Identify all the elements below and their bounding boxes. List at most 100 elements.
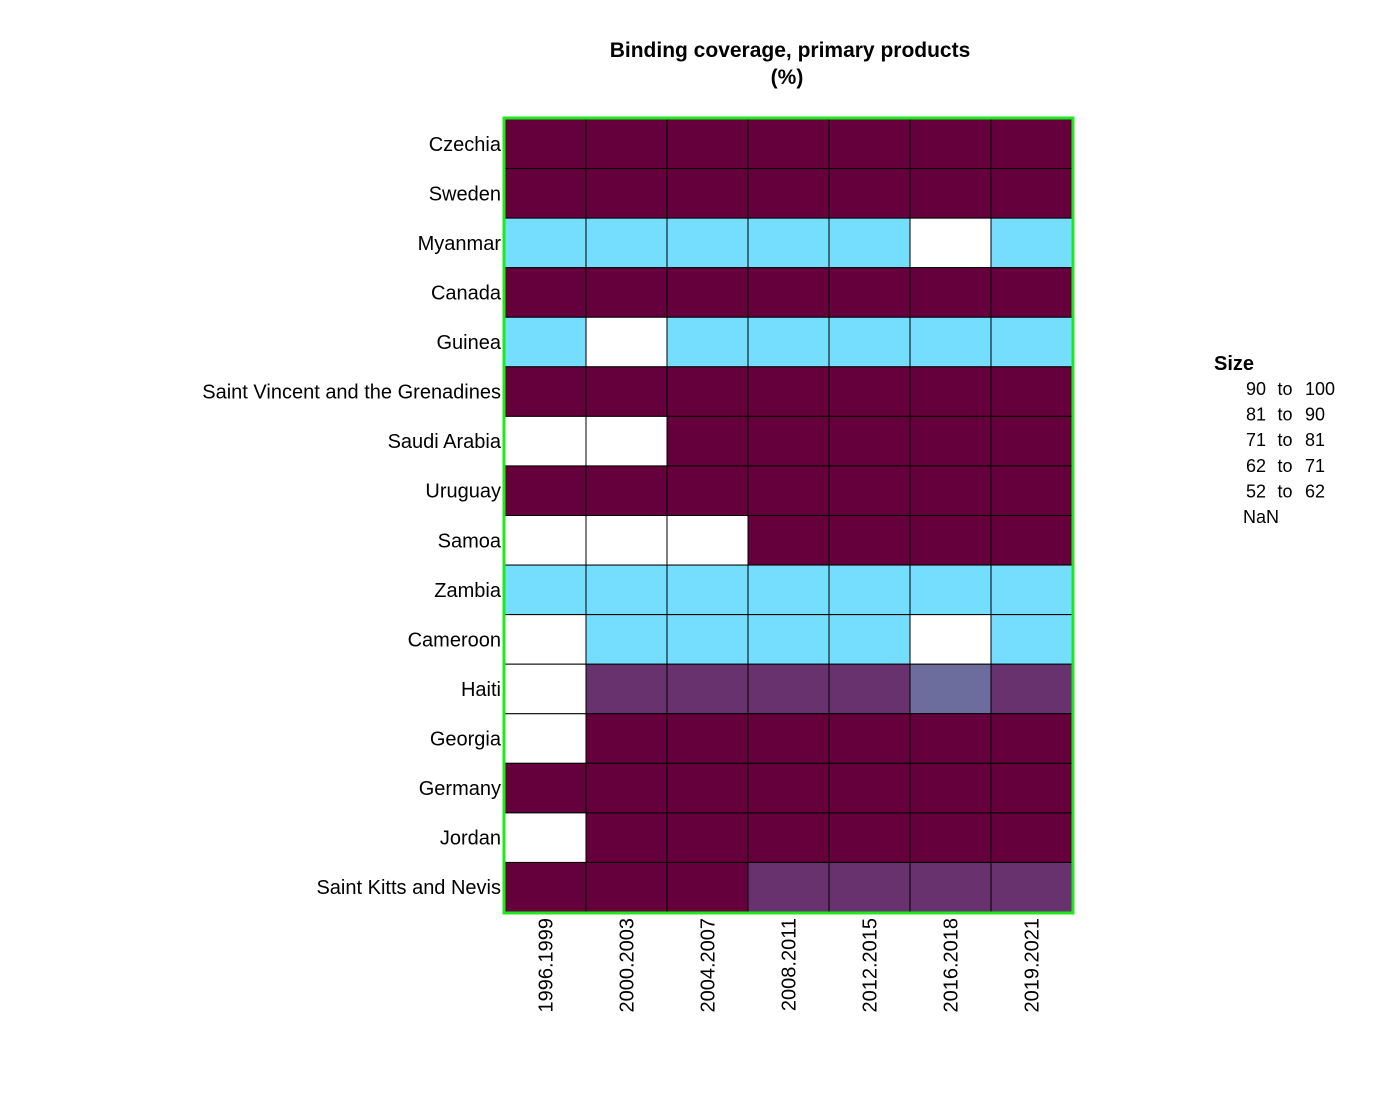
heatmap-cell-czechia-2008-2011 (747, 118, 830, 170)
heatmap-cell-germany-2004-2007 (666, 762, 749, 814)
row-label: Canada (431, 282, 502, 304)
heatmap-cell-guinea-1996-1999 (504, 316, 587, 368)
heatmap-cell-saint-kitts-and-nevis-2012-2015 (828, 861, 911, 913)
heatmap-cell-samoa-2019-2021 (990, 515, 1073, 566)
heatmap-cell-saint-vincent-and-the-grenadines-1996-1999 (504, 366, 587, 417)
heatmap-cell-georgia-2012-2015 (828, 713, 911, 764)
heatmap-cell-saint-vincent-and-the-grenadines-2004-2007 (666, 366, 749, 417)
heatmap-cell-haiti-1996-1999 (504, 663, 587, 715)
heatmap-cell-canada-2004-2007 (666, 267, 749, 318)
heatmap-cell-saint-vincent-and-the-grenadines-2000-2003 (585, 366, 668, 417)
heatmap-cell-canada-1996-1999 (504, 267, 587, 318)
heatmap-cell-germany-2019-2021 (990, 762, 1073, 814)
chart-subtitle: (%) (771, 66, 804, 89)
legend-separator: to (1277, 405, 1292, 425)
heatmap-cell-czechia-1996-1999 (504, 118, 587, 170)
heatmap-cell-zambia-2019-2021 (990, 564, 1073, 616)
heatmap-cell-germany-2000-2003 (585, 762, 668, 814)
row-label: Saint Kitts and Nevis (316, 877, 501, 899)
heatmap-cell-haiti-2012-2015 (828, 663, 911, 715)
row-label: Saudi Arabia (388, 431, 502, 453)
heatmap-cell-zambia-2016-2018 (909, 564, 992, 616)
row-label: Zambia (434, 580, 502, 602)
legend-bin-from: 81 (1246, 405, 1266, 425)
heatmap-cell-uruguay-2008-2011 (747, 465, 830, 516)
legend-separator: to (1277, 430, 1292, 450)
heatmap-cell-czechia-2016-2018 (909, 118, 992, 170)
legend-title: Size (1214, 353, 1254, 375)
heatmap-cell-myanmar-2008-2011 (747, 217, 830, 269)
heatmap-cell-saudi-arabia-2016-2018 (909, 415, 992, 467)
heatmap-cell-saint-kitts-and-nevis-2004-2007 (666, 861, 749, 913)
heatmap-cell-germany-1996-1999 (504, 762, 587, 814)
legend-bin-from: 71 (1246, 430, 1266, 450)
column-label: 2000.2003 (617, 918, 639, 1013)
heatmap-cell-saint-vincent-and-the-grenadines-2008-2011 (747, 366, 830, 417)
heatmap-cell-samoa-2000-2003 (585, 515, 668, 566)
heatmap-cell-sweden-2000-2003 (585, 168, 668, 219)
heatmap-cell-uruguay-2016-2018 (909, 465, 992, 516)
heatmap-cell-germany-2008-2011 (747, 762, 830, 814)
heatmap-cell-sweden-2012-2015 (828, 168, 911, 219)
heatmap-cell-saint-kitts-and-nevis-2000-2003 (585, 861, 668, 913)
heatmap-cell-haiti-2019-2021 (990, 663, 1073, 715)
column-label: 2008.2011 (779, 918, 801, 1011)
row-label: Guinea (437, 332, 502, 354)
column-label: 2016.2018 (941, 918, 963, 1013)
heatmap-cell-guinea-2000-2003 (585, 316, 668, 368)
heatmap-cell-samoa-2012-2015 (828, 515, 911, 566)
row-label: Haiti (461, 679, 501, 701)
heatmap-cell-saudi-arabia-2012-2015 (828, 415, 911, 467)
heatmap-cell-jordan-2012-2015 (828, 812, 911, 863)
row-label: Georgia (430, 729, 502, 751)
legend-bin-to: 100 (1305, 379, 1335, 399)
heatmap-cell-cameroon-2016-2018 (909, 614, 992, 665)
heatmap-cell-haiti-2016-2018 (909, 663, 992, 715)
heatmap-cell-guinea-2016-2018 (909, 316, 992, 368)
heatmap-cell-saudi-arabia-2019-2021 (990, 415, 1073, 467)
heatmap-cell-saint-vincent-and-the-grenadines-2016-2018 (909, 366, 992, 417)
chart-title: Binding coverage, primary products (610, 39, 971, 62)
heatmap-cell-saint-kitts-and-nevis-2016-2018 (909, 861, 992, 913)
heatmap-cell-jordan-2004-2007 (666, 812, 749, 863)
heatmap-cell-uruguay-2000-2003 (585, 465, 668, 516)
heatmap-cell-zambia-2004-2007 (666, 564, 749, 616)
legend-separator: to (1277, 456, 1292, 476)
column-label: 2019.2021 (1022, 918, 1044, 1013)
heatmap-cell-sweden-2016-2018 (909, 168, 992, 219)
heatmap-cell-saudi-arabia-2000-2003 (585, 415, 668, 467)
plot-frame (502, 116, 1075, 915)
heatmap-cell-saint-kitts-and-nevis-1996-1999 (504, 861, 587, 913)
heatmap-cell-czechia-2019-2021 (990, 118, 1073, 170)
heatmap-cell-czechia-2012-2015 (828, 118, 911, 170)
heatmap-cell-cameroon-2004-2007 (666, 614, 749, 665)
legend-bin-from: 62 (1246, 456, 1266, 476)
heatmap-cell-sweden-2008-2011 (747, 168, 830, 219)
heatmap-cell-georgia-2000-2003 (585, 713, 668, 764)
heatmap-cell-samoa-2004-2007 (666, 515, 749, 566)
heatmap-cell-sweden-2019-2021 (990, 168, 1073, 219)
heatmap-cell-canada-2019-2021 (990, 267, 1073, 318)
heatmap-cell-myanmar-2004-2007 (666, 217, 749, 269)
legend-separator: to (1277, 379, 1292, 399)
heatmap-cell-myanmar-2019-2021 (990, 217, 1073, 269)
heatmap-cell-zambia-2008-2011 (747, 564, 830, 616)
heatmap-cell-saudi-arabia-2008-2011 (747, 415, 830, 467)
heatmap-cell-guinea-2008-2011 (747, 316, 830, 368)
heatmap-cell-samoa-1996-1999 (504, 515, 587, 566)
legend-nan-label: NaN (1243, 507, 1279, 527)
heatmap-cell-cameroon-2000-2003 (585, 614, 668, 665)
heatmap-cell-uruguay-2004-2007 (666, 465, 749, 516)
heatmap-cell-georgia-2019-2021 (990, 713, 1073, 764)
heatmap-cell-czechia-2004-2007 (666, 118, 749, 170)
heatmap-cell-guinea-2012-2015 (828, 316, 911, 368)
column-label: 2012.2015 (860, 918, 882, 1013)
heatmap-cell-canada-2000-2003 (585, 267, 668, 318)
heatmap-cell-cameroon-2019-2021 (990, 614, 1073, 665)
heatmap-cell-jordan-2016-2018 (909, 812, 992, 863)
row-label: Myanmar (418, 233, 502, 255)
heatmap-cell-saint-vincent-and-the-grenadines-2019-2021 (990, 366, 1073, 417)
legend-separator: to (1277, 481, 1292, 501)
row-label: Jordan (440, 828, 501, 850)
heatmap-cell-myanmar-2012-2015 (828, 217, 911, 269)
